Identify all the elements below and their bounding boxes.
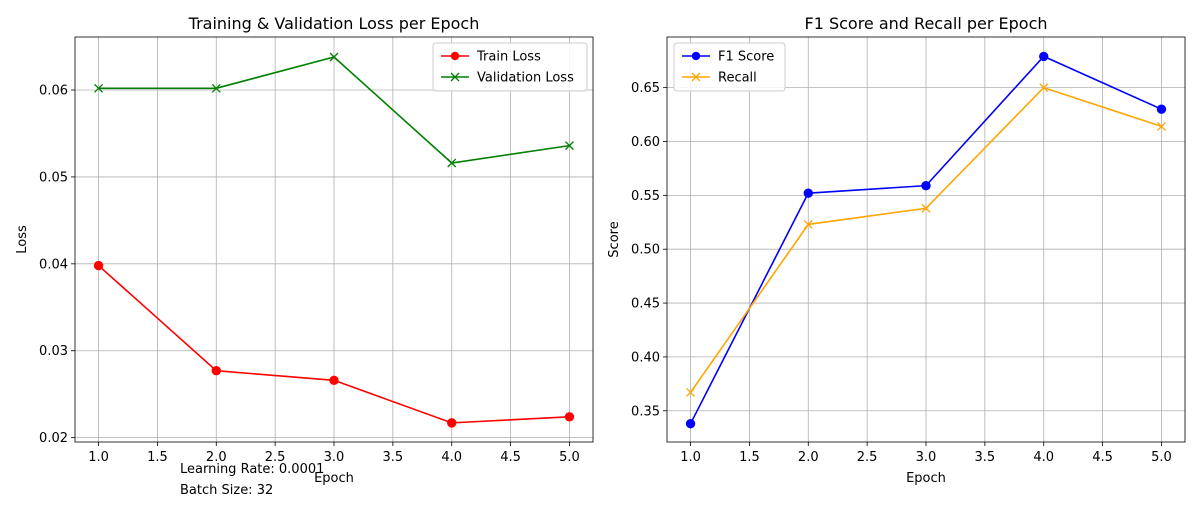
data-point xyxy=(564,412,575,422)
data-point xyxy=(447,158,457,168)
batch-size-annotation: Batch Size: 32 xyxy=(180,483,274,498)
data-point xyxy=(1039,83,1049,93)
x-tick-label: 3.0 xyxy=(324,450,345,465)
data-point xyxy=(211,366,221,376)
y-tick-label: 0.03 xyxy=(39,344,68,359)
data-point xyxy=(93,260,104,271)
legend-box xyxy=(673,42,786,92)
legend-marker xyxy=(691,51,701,61)
data-point xyxy=(803,219,813,229)
x-tick-label: 5.0 xyxy=(1151,450,1172,465)
x-tick-label: 4.0 xyxy=(441,450,462,465)
legend-label: Train Loss xyxy=(476,50,541,65)
y-tick-label: 0.40 xyxy=(631,350,660,365)
data-point xyxy=(685,418,696,429)
y-tick-label: 0.35 xyxy=(631,404,660,419)
data-point xyxy=(564,141,574,151)
y-tick-label: 0.05 xyxy=(39,170,68,185)
legend-label: Validation Loss xyxy=(477,71,574,86)
legend: Train Loss Validation Loss xyxy=(432,42,588,92)
data-point xyxy=(329,375,339,385)
y-tick-label: 0.02 xyxy=(39,431,68,446)
x-tick-label: 5.0 xyxy=(559,450,580,465)
data-point xyxy=(921,203,931,213)
y-tick-label: 0.65 xyxy=(631,81,660,96)
x-tick-label: 4.5 xyxy=(500,450,521,465)
x-tick-label: 1.5 xyxy=(147,450,168,465)
x-tick-label: 2.0 xyxy=(798,450,819,465)
x-tick-label: 4.0 xyxy=(1033,450,1054,465)
x-axis-label: Epoch xyxy=(314,471,354,486)
x-tick-label: 3.0 xyxy=(916,450,937,465)
data-point xyxy=(1039,51,1049,62)
data-point xyxy=(211,83,221,93)
x-tick-label: 4.5 xyxy=(1092,450,1113,465)
y-axis-label: Loss xyxy=(15,225,30,254)
x-tick-label: 3.5 xyxy=(975,450,996,465)
data-point xyxy=(803,188,813,198)
x-tick-label: 1.0 xyxy=(88,450,109,465)
legend-marker xyxy=(450,72,460,82)
x-tick-label: 2.0 xyxy=(206,450,227,465)
data-point xyxy=(94,83,104,93)
y-tick-label: 0.60 xyxy=(631,135,660,150)
chart-panel-1: 1.0 1.5 2.0 2.5 3.0 3.5 4.0 4.5 5.0 0.02 0.03 0.04 0… xyxy=(15,14,594,486)
data-point xyxy=(1156,121,1166,131)
x-tick-label: 2.5 xyxy=(265,450,286,465)
legend-label: F1 Score xyxy=(718,50,774,65)
x-tick-label: 2.5 xyxy=(857,450,878,465)
legend: F1 Score Recall xyxy=(673,42,786,92)
chart-panel-2: 1.0 1.5 2.0 2.5 3.0 3.5 4.0 4.5 5.0 0.35 0.40 0.45 0… xyxy=(607,14,1186,486)
data-point xyxy=(447,418,457,428)
y-tick-label: 0.45 xyxy=(631,297,660,312)
chart-title: F1 Score and Recall per Epoch xyxy=(804,14,1047,33)
x-axis-label: Epoch xyxy=(906,471,946,486)
legend-marker xyxy=(450,51,460,61)
y-tick-label: 0.55 xyxy=(631,189,660,204)
x-tick-label: 1.0 xyxy=(680,450,701,465)
y-tick-label: 0.04 xyxy=(39,257,68,272)
x-tick-label: 3.5 xyxy=(383,450,404,465)
y-tick-label: 0.50 xyxy=(631,243,660,258)
data-point xyxy=(686,387,696,397)
chart-title: Training & Validation Loss per Epoch xyxy=(188,14,480,33)
x-tick-label: 1.5 xyxy=(739,450,760,465)
data-point xyxy=(1156,104,1167,114)
learning-rate-annotation: Learning Rate: 0.0001 xyxy=(180,462,325,477)
legend-label: Recall xyxy=(718,71,757,86)
data-point xyxy=(921,180,931,191)
legend-marker xyxy=(691,72,701,82)
y-axis-label: Score xyxy=(607,221,622,257)
data-point xyxy=(329,52,339,62)
legend-box xyxy=(432,42,588,92)
y-tick-label: 0.06 xyxy=(39,84,68,99)
